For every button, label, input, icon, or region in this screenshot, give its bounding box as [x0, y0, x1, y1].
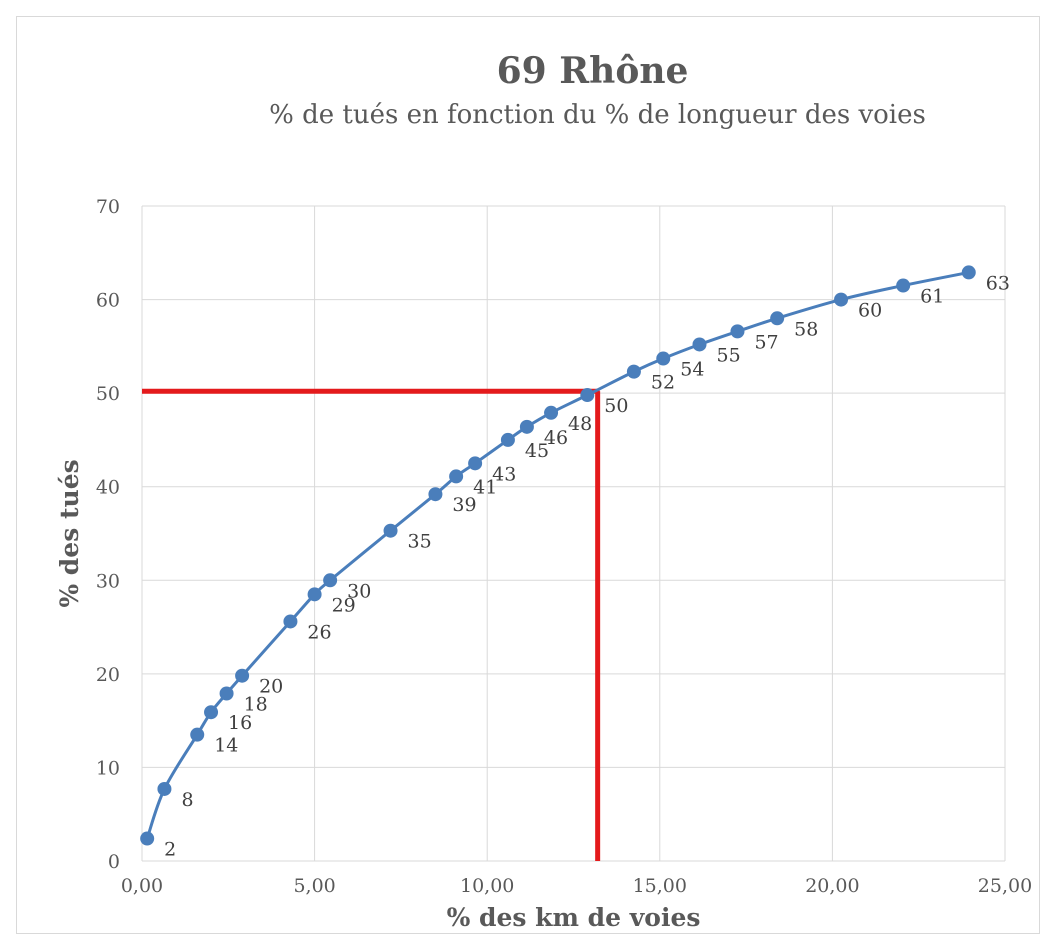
data-point: [235, 668, 250, 683]
y-tick-label: 20: [96, 664, 120, 686]
data-point: [449, 469, 464, 484]
data-point: [519, 419, 534, 434]
data-point: [500, 432, 515, 447]
data-label: 55: [716, 344, 740, 366]
data-point: [961, 265, 976, 280]
chart-subtitle: % de tués en fonction du % de longueur d…: [269, 100, 926, 130]
chart-title: 69 Rhône: [496, 50, 689, 92]
chart-frame: [16, 16, 1040, 934]
y-tick-label: 0: [108, 851, 120, 873]
data-label: 20: [259, 676, 283, 698]
data-label: 2: [164, 839, 176, 861]
data-point: [190, 727, 205, 742]
data-point: [323, 573, 338, 588]
x-tick-label: 20,00: [805, 875, 859, 897]
data-label: 63: [986, 272, 1010, 294]
data-label: 54: [680, 359, 704, 381]
data-label: 14: [214, 735, 238, 757]
data-point: [730, 324, 745, 339]
data-label: 61: [920, 286, 944, 308]
x-tick-label: 15,00: [633, 875, 687, 897]
data-label: 39: [452, 494, 476, 516]
series-line: [145, 270, 970, 840]
data-point: [656, 351, 671, 366]
data-point: [834, 292, 849, 307]
y-tick-label: 70: [96, 196, 120, 218]
data-label: 60: [858, 300, 882, 322]
data-point: [307, 587, 322, 602]
x-tick-label: 5,00: [293, 875, 335, 897]
data-point: [544, 405, 559, 420]
x-tick-label: 0,00: [121, 875, 163, 897]
y-tick-label: 30: [96, 570, 120, 592]
data-label: 46: [544, 427, 568, 449]
x-tick-label: 10,00: [460, 875, 514, 897]
data-label: 18: [244, 694, 268, 716]
y-axis-title: % des tués: [55, 459, 84, 607]
data-label: 8: [181, 789, 193, 811]
data-label: 48: [568, 413, 592, 435]
data-label: 43: [492, 463, 516, 485]
data-label: 52: [651, 372, 675, 394]
y-tick-label: 60: [96, 290, 120, 312]
data-label: 16: [228, 712, 252, 734]
data-point: [157, 781, 172, 796]
data-point: [896, 278, 911, 293]
y-tick-label: 10: [96, 757, 120, 779]
data-label: 58: [794, 318, 818, 340]
data-point: [580, 388, 595, 403]
data-label: 45: [525, 440, 549, 462]
data-point: [692, 337, 707, 352]
data-point: [219, 686, 234, 701]
data-point: [204, 705, 219, 720]
data-label: 41: [473, 476, 497, 498]
data-point: [626, 364, 641, 379]
data-point: [770, 311, 785, 326]
y-tick-label: 40: [96, 477, 120, 499]
data-point: [468, 456, 483, 471]
data-point: [428, 487, 443, 502]
data-label: 26: [307, 621, 331, 643]
data-label: 29: [332, 594, 356, 616]
y-tick-label: 50: [96, 383, 120, 405]
data-label: 35: [408, 531, 432, 553]
x-tick-label: 25,00: [978, 875, 1032, 897]
data-point: [140, 831, 155, 846]
data-label: 50: [604, 395, 628, 417]
data-point: [383, 523, 398, 538]
data-label: 57: [754, 331, 778, 353]
x-axis-title: % des km de voies: [447, 903, 701, 932]
data-point: [283, 614, 298, 629]
data-label: 30: [347, 580, 371, 602]
